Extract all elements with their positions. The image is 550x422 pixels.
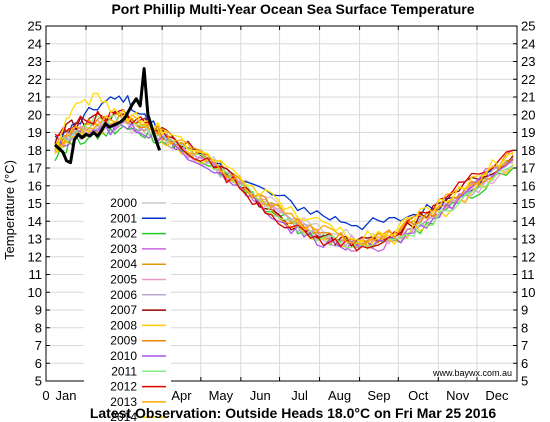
y-tick-label: 23 bbox=[28, 54, 42, 69]
y-tick-label-right: 22 bbox=[521, 72, 535, 87]
y-tick-label: 15 bbox=[28, 196, 42, 211]
y-tick-label: 8 bbox=[35, 320, 42, 335]
y-tick-label: 11 bbox=[29, 267, 43, 282]
y-tick-label-right: 20 bbox=[521, 107, 535, 122]
legend-label-2008: 2008 bbox=[110, 318, 137, 332]
y-tick-label-right: 25 bbox=[521, 19, 535, 34]
y-tick-label-right: 19 bbox=[521, 125, 535, 140]
legend-label-2007: 2007 bbox=[110, 303, 137, 317]
y-tick-label: 14 bbox=[28, 214, 42, 229]
y-tick-label-right: 24 bbox=[521, 36, 535, 51]
legend-background bbox=[84, 192, 171, 422]
x-tick-label: Jan bbox=[56, 388, 77, 403]
y-tick-label-right: 17 bbox=[521, 161, 535, 176]
series-line-2014 bbox=[54, 92, 514, 242]
legend-label-2009: 2009 bbox=[110, 334, 137, 348]
legend-label-2004: 2004 bbox=[110, 257, 137, 271]
y-tick-label-right: 10 bbox=[521, 285, 535, 300]
legend-label-2006: 2006 bbox=[110, 288, 137, 302]
legend-label-2002: 2002 bbox=[110, 227, 137, 241]
y-tick-label: 24 bbox=[28, 36, 42, 51]
chart-title: Port Phillip Multi-Year Ocean Sea Surfac… bbox=[111, 1, 474, 17]
y-tick-label-right: 23 bbox=[521, 54, 535, 69]
y-tick-label-right: 6 bbox=[521, 356, 528, 371]
watermark: www.baywx.com.au bbox=[432, 368, 512, 378]
series-line-2002 bbox=[54, 125, 514, 249]
legend-label-2014: 2014 bbox=[110, 410, 137, 422]
legend-label-2010: 2010 bbox=[110, 349, 137, 363]
x-tick-label: Dec bbox=[485, 388, 509, 403]
y-tick-label-right: 16 bbox=[521, 178, 535, 193]
y-tick-label-right: 5 bbox=[521, 374, 528, 389]
y-tick-label: 9 bbox=[35, 303, 42, 318]
y-tick-label-right: 9 bbox=[521, 303, 528, 318]
x-tick-label: Aug bbox=[328, 388, 351, 403]
y-tick-label-right: 14 bbox=[521, 214, 535, 229]
series-line-2012 bbox=[54, 108, 514, 252]
legend-label-2012: 2012 bbox=[110, 380, 137, 394]
chart-subtitle: Latest Observation: Outside Heads 18.0°C… bbox=[90, 405, 497, 421]
legend-label-2011: 2011 bbox=[111, 364, 137, 378]
y-tick-label: 6 bbox=[35, 356, 42, 371]
legend-label-2001: 2001 bbox=[110, 211, 137, 225]
y-tick-label: 13 bbox=[28, 232, 42, 247]
legend-label-2005: 2005 bbox=[110, 273, 137, 287]
y-tick-label-right: 13 bbox=[521, 232, 535, 247]
x-tick-label: Jul bbox=[291, 388, 308, 403]
y-tick-label: 21 bbox=[28, 90, 42, 105]
y-tick-label: 18 bbox=[28, 143, 42, 158]
x-tick-label: May bbox=[209, 388, 234, 403]
legend-label-2003: 2003 bbox=[110, 242, 137, 256]
tick-layer: 5 5 6 6 7 7 8 8 9 9 10 10 11 11 12 12 13 13 14 14 15 15 16 16 17… bbox=[28, 19, 536, 404]
legend-label-2013: 2013 bbox=[110, 395, 137, 409]
x-tick-label: Oct bbox=[408, 388, 429, 403]
y-tick-label-right: 11 bbox=[521, 267, 535, 282]
x-tick-label: Apr bbox=[171, 388, 192, 403]
y-tick-label: 5 bbox=[35, 374, 42, 389]
y-tick-label: 16 bbox=[28, 178, 42, 193]
x-tick-label: Nov bbox=[446, 388, 470, 403]
y-tick-label-right: 12 bbox=[521, 249, 535, 264]
series-line-2013 bbox=[54, 114, 514, 245]
y-tick-label: 22 bbox=[28, 72, 42, 87]
x-tick-label: 0 bbox=[42, 388, 49, 403]
y-tick-label: 7 bbox=[35, 338, 42, 353]
y-tick-label-right: 21 bbox=[521, 90, 535, 105]
series-line-2011 bbox=[54, 114, 514, 249]
y-tick-label-right: 7 bbox=[521, 338, 528, 353]
series-layer bbox=[53, 67, 514, 253]
x-tick-label: Jun bbox=[250, 388, 271, 403]
y-tick-label: 25 bbox=[28, 19, 42, 34]
series-line-2015 bbox=[53, 67, 162, 165]
y-tick-label-right: 18 bbox=[521, 143, 535, 158]
y-tick-label: 19 bbox=[28, 125, 42, 140]
y-tick-label: 20 bbox=[28, 107, 42, 122]
x-tick-label: Sep bbox=[367, 388, 390, 403]
y-axis-label: Temperature (°C) bbox=[2, 160, 17, 260]
y-tick-label: 12 bbox=[28, 249, 42, 264]
y-tick-label-right: 15 bbox=[521, 196, 535, 211]
y-tick-label: 10 bbox=[28, 285, 42, 300]
legend-label-2000: 2000 bbox=[110, 196, 137, 210]
y-tick-label: 17 bbox=[28, 161, 42, 176]
y-tick-label-right: 8 bbox=[521, 320, 528, 335]
